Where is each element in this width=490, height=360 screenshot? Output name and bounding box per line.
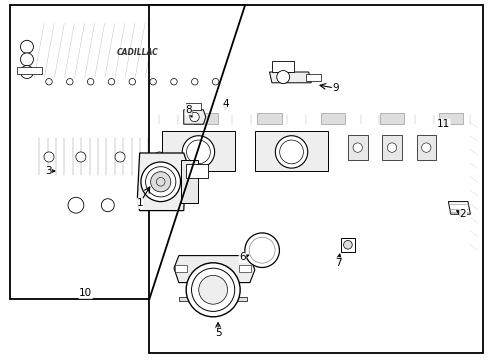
Polygon shape [181,160,198,203]
Bar [321,113,345,124]
Bar [257,113,282,124]
Polygon shape [174,256,255,283]
Polygon shape [186,103,201,110]
Polygon shape [39,79,223,85]
Bar [416,135,436,160]
Bar [149,5,483,353]
Text: CADILLAC: CADILLAC [116,48,158,57]
Text: 9: 9 [332,83,339,93]
Circle shape [101,199,114,212]
Text: 4: 4 [222,99,229,109]
Polygon shape [59,200,78,211]
Text: 1: 1 [136,198,143,208]
Polygon shape [17,139,34,175]
Circle shape [353,143,363,152]
Polygon shape [272,61,294,72]
Polygon shape [76,198,108,212]
Circle shape [21,40,33,53]
Polygon shape [32,138,223,176]
Circle shape [129,78,136,85]
Bar [10,5,245,299]
Text: 5: 5 [215,328,221,338]
Polygon shape [239,265,251,272]
Circle shape [186,263,240,317]
Circle shape [154,152,164,162]
Bar [194,113,218,124]
Circle shape [277,71,290,84]
Polygon shape [470,115,478,250]
Circle shape [387,143,397,152]
Circle shape [275,136,308,168]
Text: 8: 8 [185,105,192,115]
Polygon shape [169,45,478,113]
Bar [439,113,463,124]
Bar [380,113,404,124]
Polygon shape [137,153,186,211]
Circle shape [21,66,33,78]
Text: 11: 11 [437,119,450,129]
Bar [382,135,402,160]
Text: 7: 7 [335,258,342,268]
Polygon shape [29,23,235,81]
Circle shape [108,78,115,85]
Circle shape [68,197,84,213]
Polygon shape [17,67,42,74]
Circle shape [194,152,203,162]
Text: 10: 10 [79,288,92,298]
Text: 2: 2 [460,209,466,219]
Circle shape [150,172,171,192]
Circle shape [141,162,180,202]
Circle shape [182,136,215,168]
Polygon shape [341,238,355,252]
Circle shape [343,240,352,249]
Circle shape [150,78,156,85]
Polygon shape [270,72,311,83]
Polygon shape [154,115,478,124]
Circle shape [192,78,198,85]
Circle shape [46,78,52,85]
Bar [348,135,368,160]
Polygon shape [306,74,321,81]
Circle shape [21,53,33,66]
Circle shape [245,233,279,267]
Polygon shape [162,131,235,171]
Polygon shape [29,135,225,178]
Circle shape [67,78,73,85]
Polygon shape [12,38,59,83]
Circle shape [190,112,199,122]
Circle shape [171,78,177,85]
Polygon shape [154,115,478,250]
Polygon shape [175,265,187,272]
Polygon shape [186,164,208,178]
Circle shape [421,143,431,152]
Polygon shape [223,137,225,177]
Polygon shape [22,20,243,85]
Polygon shape [184,110,206,124]
Circle shape [87,78,94,85]
Circle shape [212,78,219,85]
Text: 6: 6 [239,252,246,262]
Circle shape [199,275,227,304]
Polygon shape [448,202,470,214]
Circle shape [115,152,125,162]
Polygon shape [255,131,328,171]
Polygon shape [179,297,247,301]
Circle shape [44,152,54,162]
Circle shape [76,152,86,162]
Text: 3: 3 [45,166,51,176]
